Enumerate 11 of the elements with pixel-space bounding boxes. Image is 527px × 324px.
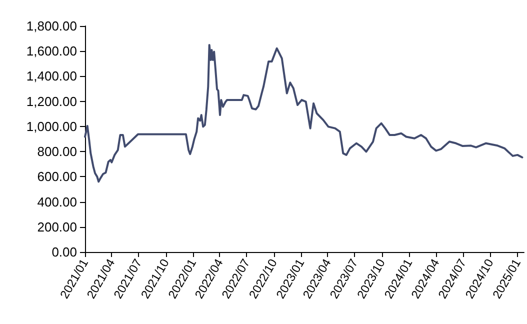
y-tick-label: 600.00 [37,169,77,184]
y-tick-label: 0.00 [52,244,77,260]
y-tick-label: 1,800.00 [26,18,77,34]
y-tick-label: 1,400.00 [26,68,77,84]
y-tick-label: 800.00 [37,144,77,160]
y-tick-label: 1,200.00 [26,94,77,109]
y-tick-label: 1,600.00 [26,44,77,59]
y-tick-label: 400.00 [37,194,77,210]
y-tick-label: 200.00 [37,219,77,234]
y-tick-label: 1,000.00 [26,118,77,134]
line-series [84,44,524,183]
